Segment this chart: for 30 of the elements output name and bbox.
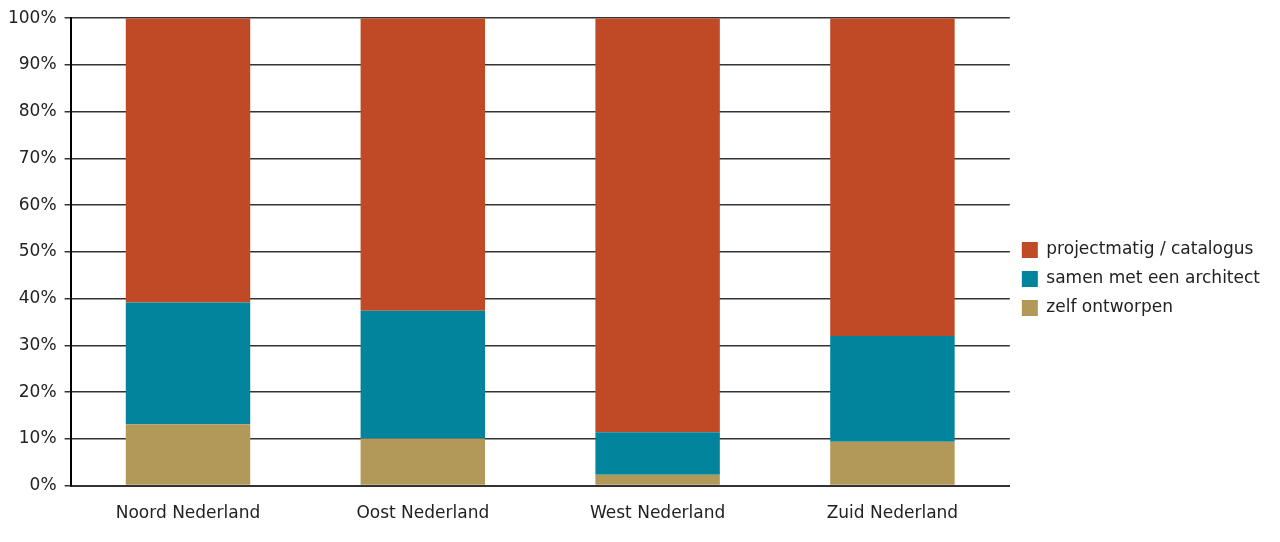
y-tick-label: 40% xyxy=(18,287,57,308)
x-tick-label: West Nederland xyxy=(589,502,726,523)
bar xyxy=(595,432,720,475)
bar xyxy=(830,18,955,337)
y-tick-label: 100% xyxy=(7,6,57,27)
bar xyxy=(360,18,486,311)
y-tick-label: 80% xyxy=(18,100,57,121)
legend-label: samen met een architect xyxy=(1046,267,1261,288)
y-tick-label: 30% xyxy=(18,333,57,354)
bar xyxy=(830,336,955,442)
bar xyxy=(360,438,486,485)
y-tick-label: 50% xyxy=(18,240,57,261)
x-tick-label: Zuid Nederland xyxy=(826,502,959,523)
y-tick-label: 90% xyxy=(18,53,57,74)
y-tick-label: 0% xyxy=(29,474,57,495)
x-tick-label: Noord Nederland xyxy=(115,502,261,523)
bar xyxy=(595,18,720,433)
bar xyxy=(125,424,251,485)
bar xyxy=(125,18,251,303)
y-tick-label: 10% xyxy=(18,427,57,448)
bar xyxy=(595,474,720,485)
bar xyxy=(360,310,486,439)
bar xyxy=(125,302,251,425)
y-tick-label: 60% xyxy=(18,193,57,214)
x-tick-label: Oost Nederland xyxy=(356,502,490,523)
legend-label: zelf ontworpen xyxy=(1046,296,1173,317)
legend-label: projectmatig / catalogus xyxy=(1046,238,1254,259)
y-tick-label: 70% xyxy=(18,146,57,167)
bar xyxy=(830,441,955,485)
y-tick-label: 20% xyxy=(18,380,57,401)
